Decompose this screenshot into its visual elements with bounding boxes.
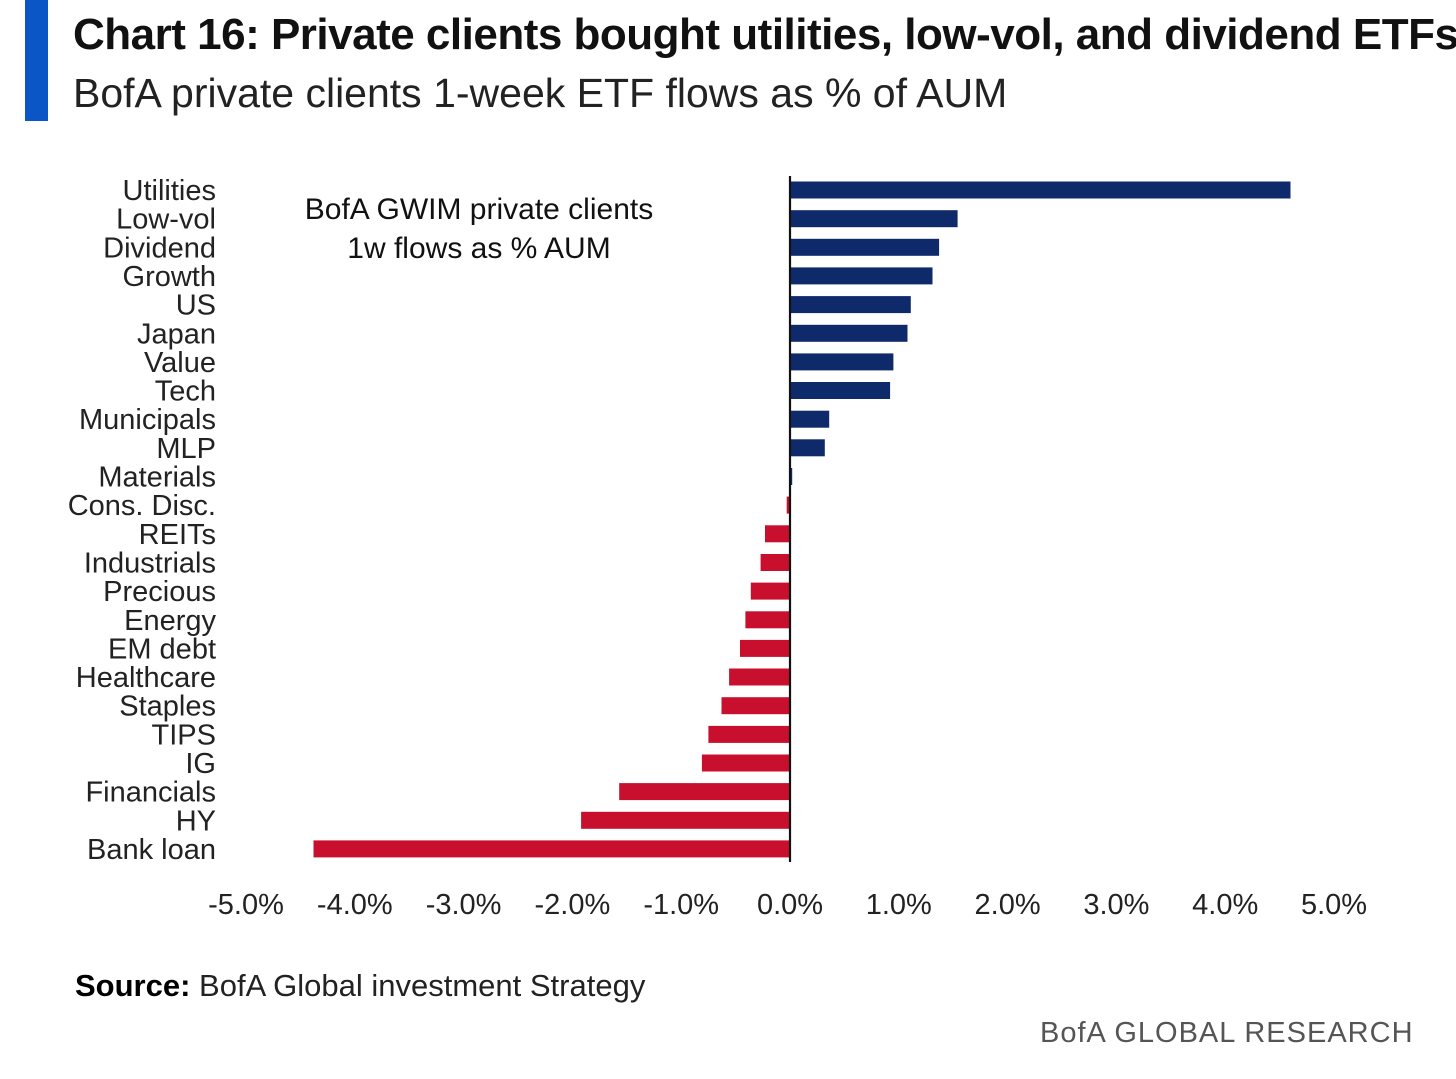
bar-financials <box>619 783 790 801</box>
accent-bar <box>25 0 48 121</box>
bar-growth <box>790 267 933 285</box>
source-note: Source: BofA Global investment Strategy <box>75 968 645 1004</box>
bar-municipals <box>790 410 830 428</box>
x-tick-label: 0.0% <box>757 889 823 921</box>
bar-us <box>790 296 911 314</box>
category-label: Industrials <box>84 548 216 580</box>
source-text: BofA Global investment Strategy <box>190 968 646 1003</box>
x-tick-label: -4.0% <box>317 889 393 921</box>
bar-tips <box>708 725 790 743</box>
bar-healthcare <box>729 668 790 686</box>
bar-hy <box>581 811 790 829</box>
category-label: Energy <box>124 605 216 637</box>
bar-precious <box>750 582 790 600</box>
category-label: US <box>176 290 216 322</box>
chart-subtitle: BofA private clients 1-week ETF flows as… <box>73 70 1008 116</box>
category-label: Materials <box>98 462 216 494</box>
bar-industrials <box>760 554 790 571</box>
category-label: Japan <box>137 318 216 350</box>
category-label: TIPS <box>152 719 216 751</box>
bar-ig <box>701 754 790 772</box>
x-tick-label: 2.0% <box>975 889 1041 921</box>
category-label: Tech <box>155 376 216 408</box>
bar-bank-loan <box>313 840 790 858</box>
x-tick-label: 1.0% <box>866 889 932 921</box>
bar-japan <box>790 324 908 342</box>
category-label: Dividend <box>103 232 216 264</box>
chart-title: Chart 16: Private clients bought utiliti… <box>73 10 1456 59</box>
category-label: Municipals <box>79 404 216 436</box>
bar-low-vol <box>790 210 958 228</box>
bar-energy <box>745 611 790 629</box>
category-label: EM debt <box>108 633 216 665</box>
category-label: MLP <box>156 433 216 465</box>
x-tick-label: -5.0% <box>208 889 284 921</box>
category-label: Value <box>144 347 216 379</box>
bar-staples <box>721 697 790 715</box>
x-tick-label: 3.0% <box>1083 889 1149 921</box>
category-label: Growth <box>123 261 216 293</box>
chart-annotation-line: 1w flows as % AUM <box>347 232 610 265</box>
category-label: Cons. Disc. <box>68 490 216 522</box>
category-label: Precious <box>103 576 216 608</box>
category-label: Utilities <box>123 175 216 207</box>
x-tick-label: 4.0% <box>1192 889 1258 921</box>
bar-utilities <box>790 181 1291 199</box>
bar-em-debt <box>740 639 790 657</box>
footer-brand: BofA GLOBAL RESEARCH <box>1040 1017 1414 1049</box>
category-label: REITs <box>139 519 216 551</box>
category-label: Bank loan <box>87 834 216 866</box>
category-label: HY <box>176 805 216 837</box>
bar-dividend <box>790 238 940 256</box>
bar-value <box>790 353 894 371</box>
source-label: Source: <box>75 968 191 1003</box>
category-label: Staples <box>119 691 216 723</box>
category-label: IG <box>185 748 216 780</box>
category-label: Financials <box>85 777 216 809</box>
x-tick-label: -1.0% <box>643 889 719 921</box>
chart-annotation-line: BofA GWIM private clients <box>305 193 653 226</box>
bar-tech <box>790 382 891 399</box>
bar-chart: UtilitiesLow-volDividendGrowthUSJapanVal… <box>68 175 1367 921</box>
bar-mlp <box>790 439 825 457</box>
bar-reits <box>765 525 790 543</box>
x-tick-label: 5.0% <box>1301 889 1367 921</box>
category-label: Healthcare <box>76 662 216 694</box>
x-tick-label: -3.0% <box>426 889 502 921</box>
category-label: Low-vol <box>116 204 216 236</box>
bar-cons-disc- <box>786 496 790 514</box>
x-tick-label: -2.0% <box>535 889 611 921</box>
